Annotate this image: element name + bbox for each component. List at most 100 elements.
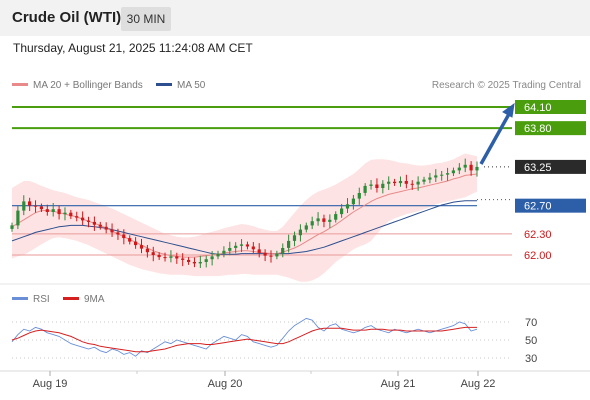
rsi-swatch <box>12 296 28 300</box>
candle-body <box>33 205 38 207</box>
forecast-arrow <box>479 113 511 165</box>
support-level-label: 62.00 <box>524 250 552 262</box>
candle-body <box>316 218 320 222</box>
candle-body <box>422 179 426 182</box>
candle-body <box>16 210 20 226</box>
candle-body <box>322 218 326 222</box>
candle-body <box>375 184 379 188</box>
candle-body <box>63 212 67 215</box>
candle-body <box>128 238 132 242</box>
legend-9ma-label: 9MA <box>84 294 105 305</box>
rsi-tick-label: 50 <box>525 335 537 347</box>
candle-body <box>340 208 344 215</box>
rsi-tick-label: 70 <box>525 317 537 329</box>
pivot-level-label: 62.70 <box>524 201 552 213</box>
candle-body <box>269 255 273 257</box>
candle-body <box>69 212 73 217</box>
x-tick-label: Aug 21 <box>381 378 416 390</box>
rsi-ma9-line <box>11 326 477 353</box>
candle-body <box>98 224 102 227</box>
candle-body <box>163 257 167 259</box>
candle-body <box>469 164 473 171</box>
candle-body <box>398 181 403 184</box>
candle-body <box>75 216 79 218</box>
candle-body <box>110 229 114 233</box>
candle-body <box>410 183 414 185</box>
current-label-box <box>515 159 586 174</box>
candle-body <box>51 209 55 212</box>
candle-body <box>275 253 279 257</box>
candle-body <box>345 204 350 209</box>
legend-ma20: MA 20 + Bollinger Bands <box>12 80 143 91</box>
candle-body <box>104 226 108 230</box>
candle-body <box>192 262 196 264</box>
candle-body <box>463 164 467 168</box>
candle-body <box>245 244 249 247</box>
candle-body <box>434 175 438 178</box>
candle-body <box>298 229 302 236</box>
candle-body <box>310 221 314 226</box>
candle-body <box>287 240 291 248</box>
candle-body <box>475 166 479 171</box>
candle-body <box>134 241 138 246</box>
pivot-label-box <box>515 198 586 213</box>
current-level-label: 63.25 <box>524 162 552 174</box>
candles <box>10 158 479 268</box>
candle-body <box>181 258 185 260</box>
legend-ma20-label: MA 20 + Bollinger Bands <box>33 80 143 91</box>
candle-body <box>251 246 255 250</box>
candle-body <box>92 221 96 225</box>
candle-body <box>257 249 261 253</box>
candle-body <box>145 248 149 253</box>
candle-body <box>281 248 285 254</box>
candle-body <box>228 248 232 251</box>
ma50-swatch <box>156 82 172 86</box>
candle-body <box>22 201 26 211</box>
candle-body <box>86 220 91 222</box>
ma20-swatch <box>12 82 28 86</box>
resistance-label-box <box>515 100 586 114</box>
candle-body <box>351 198 355 205</box>
instrument-title: Crude Oil (WTI) <box>12 9 122 26</box>
legend-ma50: MA 50 <box>156 80 205 91</box>
candle-body <box>81 217 85 221</box>
candle-body <box>416 181 420 185</box>
legend-rsi: RSI <box>12 294 50 305</box>
candle-body <box>446 173 450 175</box>
candle-body <box>263 252 267 256</box>
ma50-line <box>11 200 477 255</box>
candle-body <box>404 181 408 184</box>
timestamp: Thursday, August 21, 2025 11:24:08 AM CE… <box>13 41 253 55</box>
rsi-tick-label: 30 <box>525 353 537 365</box>
candle-body <box>328 219 332 222</box>
candle-body <box>187 259 191 262</box>
candle-body <box>39 206 43 210</box>
x-tick-label: Aug 19 <box>33 378 68 390</box>
forecast-arrowhead <box>502 102 515 118</box>
candle-body <box>45 209 49 212</box>
candle-body <box>169 256 173 258</box>
resistance-label-box <box>515 121 586 136</box>
legend-rsi-label: RSI <box>33 294 50 305</box>
resistance-level-label: 64.10 <box>524 102 552 114</box>
candle-body <box>116 232 120 235</box>
candle-body <box>357 193 361 199</box>
candle-body <box>457 167 461 171</box>
support-level-label: 62.30 <box>524 229 552 241</box>
timeframe-button[interactable]: 30 MIN <box>121 7 171 31</box>
candle-body <box>393 181 397 184</box>
candle-body <box>363 185 367 193</box>
candle-body <box>151 252 155 255</box>
candle-body <box>157 255 161 258</box>
legend-9ma: 9MA <box>63 294 105 305</box>
rsi-line <box>11 317 478 357</box>
candle-body <box>234 245 238 248</box>
candle-body <box>334 214 338 220</box>
chart-header: Crude Oil (WTI) 30 MIN <box>0 0 590 36</box>
resistance-level-label: 63.80 <box>524 123 552 135</box>
candle-body <box>122 234 126 239</box>
candle-body <box>451 170 455 174</box>
candle-body <box>57 209 61 215</box>
candle-body <box>198 262 202 264</box>
ma9-swatch <box>63 296 79 300</box>
